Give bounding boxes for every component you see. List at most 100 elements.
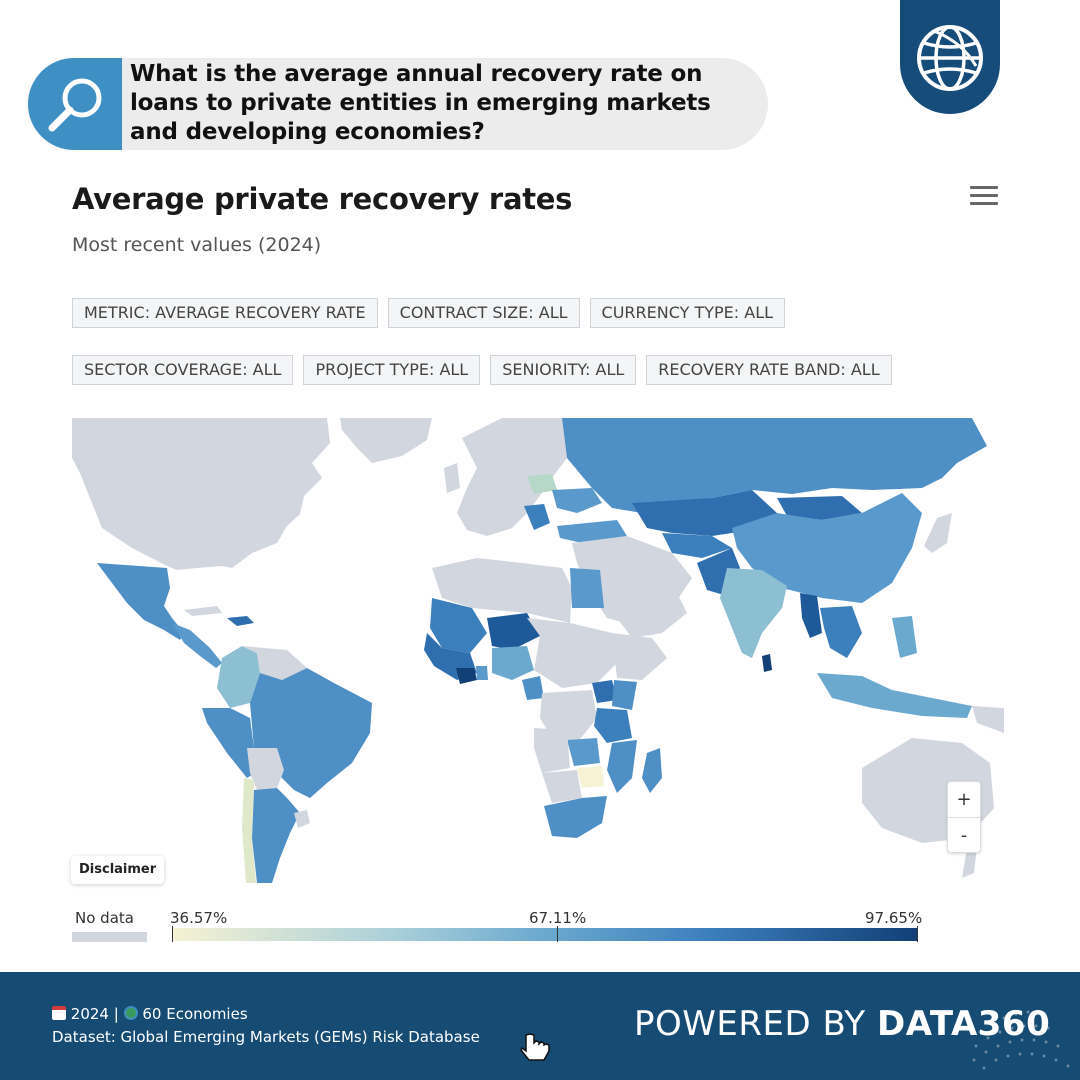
region-argentina[interactable] [252,788,300,883]
question-text: What is the average annual recovery rate… [130,61,711,145]
legend-mid-label: 67.11% [529,909,587,927]
region-south-africa[interactable] [544,796,607,838]
region-philippines[interactable] [892,616,917,658]
region-tanzania[interactable] [594,708,632,743]
chart-title: Average private recovery rates [72,182,573,216]
footer [0,972,1080,1080]
powered-by-label: POWERED BY DATA360 [634,1004,1050,1044]
region-cuba[interactable] [184,606,222,616]
filter-chip-project-type[interactable]: PROJECT TYPE: ALL [303,355,481,385]
region-mongolia[interactable] [777,496,862,520]
region-uruguay[interactable] [294,810,310,828]
region-cote-divoire[interactable] [456,668,477,684]
legend-no-data-swatch [72,932,147,942]
globe-badge [900,0,1000,114]
filter-chip-metric[interactable]: METRIC: AVERAGE RECOVERY RATE [72,298,378,328]
region-greenland[interactable] [340,418,432,463]
region-indonesia[interactable] [817,673,972,718]
region-central-america[interactable] [172,623,222,668]
region-uk[interactable] [444,463,460,493]
region-russia[interactable] [562,418,987,513]
region-bolivia[interactable] [247,748,284,790]
region-uganda[interactable] [592,680,617,703]
choropleth-map[interactable] [72,418,1004,883]
filter-chip-recovery-rate-band[interactable]: RECOVERY RATE BAND: ALL [646,355,892,385]
globe-small-icon [123,1006,138,1020]
filter-chip-seniority[interactable]: SENIORITY: ALL [490,355,637,385]
footer-meta: 2024 | 60 Economies [52,1005,248,1023]
region-turkey[interactable] [557,520,627,543]
region-myanmar[interactable] [800,593,822,638]
region-mali[interactable] [430,598,487,653]
search-badge [28,58,122,150]
region-india[interactable] [720,568,787,658]
chart-subtitle: Most recent values (2024) [72,234,322,256]
region-poland[interactable] [527,474,557,494]
region-sri-lanka[interactable] [762,654,772,672]
region-north-america[interactable] [72,418,330,570]
region-mozambique[interactable] [607,740,637,793]
zoom-in-button[interactable]: + [956,789,972,810]
region-zambia[interactable] [567,738,600,766]
legend-max-label: 97.65% [865,909,923,927]
disclaimer-button[interactable]: Disclaimer [71,856,165,884]
filter-row-2: SECTOR COVERAGE: ALL PROJECT TYPE: ALL S… [72,355,892,385]
region-arabia[interactable] [607,578,687,638]
zoom-out-button[interactable]: - [948,817,980,852]
region-angola[interactable] [534,728,570,773]
world-map[interactable] [72,418,1004,883]
legend-tick-min [172,926,173,942]
region-central-africa[interactable] [527,618,617,688]
region-namibia-botswana[interactable] [542,770,582,803]
region-balkans[interactable] [524,504,550,530]
region-colombia[interactable] [217,646,260,708]
dot-pattern-decoration [972,1010,1070,1070]
legend-min-label: 36.57% [170,909,228,927]
region-niger[interactable] [487,613,540,650]
region-dominican-republic[interactable] [227,616,254,626]
region-central-asia[interactable] [662,533,732,558]
footer-year: 2024 [70,1005,109,1023]
region-japan[interactable] [924,513,952,553]
search-icon [48,78,102,132]
hamburger-icon-line [970,202,998,205]
legend-tick-max [917,926,918,942]
filter-chip-currency-type[interactable]: CURRENCY TYPE: ALL [589,298,786,328]
region-china[interactable] [732,493,922,603]
region-ghana[interactable] [476,666,488,680]
region-papua[interactable] [972,706,1004,733]
region-ukraine[interactable] [552,488,602,513]
filter-chip-contract-size[interactable]: CONTRACT SIZE: ALL [387,298,580,328]
powered-by-text: POWERED BY [634,1004,866,1044]
region-kenya[interactable] [612,680,637,710]
hand-cursor-icon [520,1033,550,1061]
brand-name: DATA360 [877,1004,1051,1044]
region-mexico[interactable] [97,563,184,640]
legend-tick-mid [557,926,558,942]
calendar-icon [52,1006,66,1020]
footer-economies: 60 Economies [142,1005,248,1023]
hamburger-icon [970,186,998,189]
zoom-control: + - [947,781,981,853]
region-new-zealand[interactable] [962,846,977,878]
region-nigeria[interactable] [492,646,534,680]
region-zimbabwe[interactable] [577,766,604,788]
region-chile[interactable] [242,778,256,883]
region-east-horn[interactable] [612,633,667,680]
region-venezuela[interactable] [242,646,307,680]
legend-no-data-label: No data [75,909,134,927]
region-north-africa[interactable] [432,558,572,623]
region-se-asia[interactable] [820,606,862,658]
filter-row-1: METRIC: AVERAGE RECOVERY RATE CONTRACT S… [72,298,786,328]
chart-menu-button[interactable] [970,186,998,210]
region-madagascar[interactable] [642,748,662,793]
region-egypt[interactable] [570,568,604,608]
region-europe[interactable] [457,418,567,536]
region-cameroon[interactable] [522,676,544,700]
legend-color-scale [172,928,918,941]
footer-dataset: Dataset: Global Emerging Markets (GEMs) … [52,1028,480,1046]
question-bar [28,58,768,150]
footer-separator: | [113,1005,119,1023]
region-kazakhstan[interactable] [632,490,777,536]
filter-chip-sector-coverage[interactable]: SECTOR COVERAGE: ALL [72,355,294,385]
